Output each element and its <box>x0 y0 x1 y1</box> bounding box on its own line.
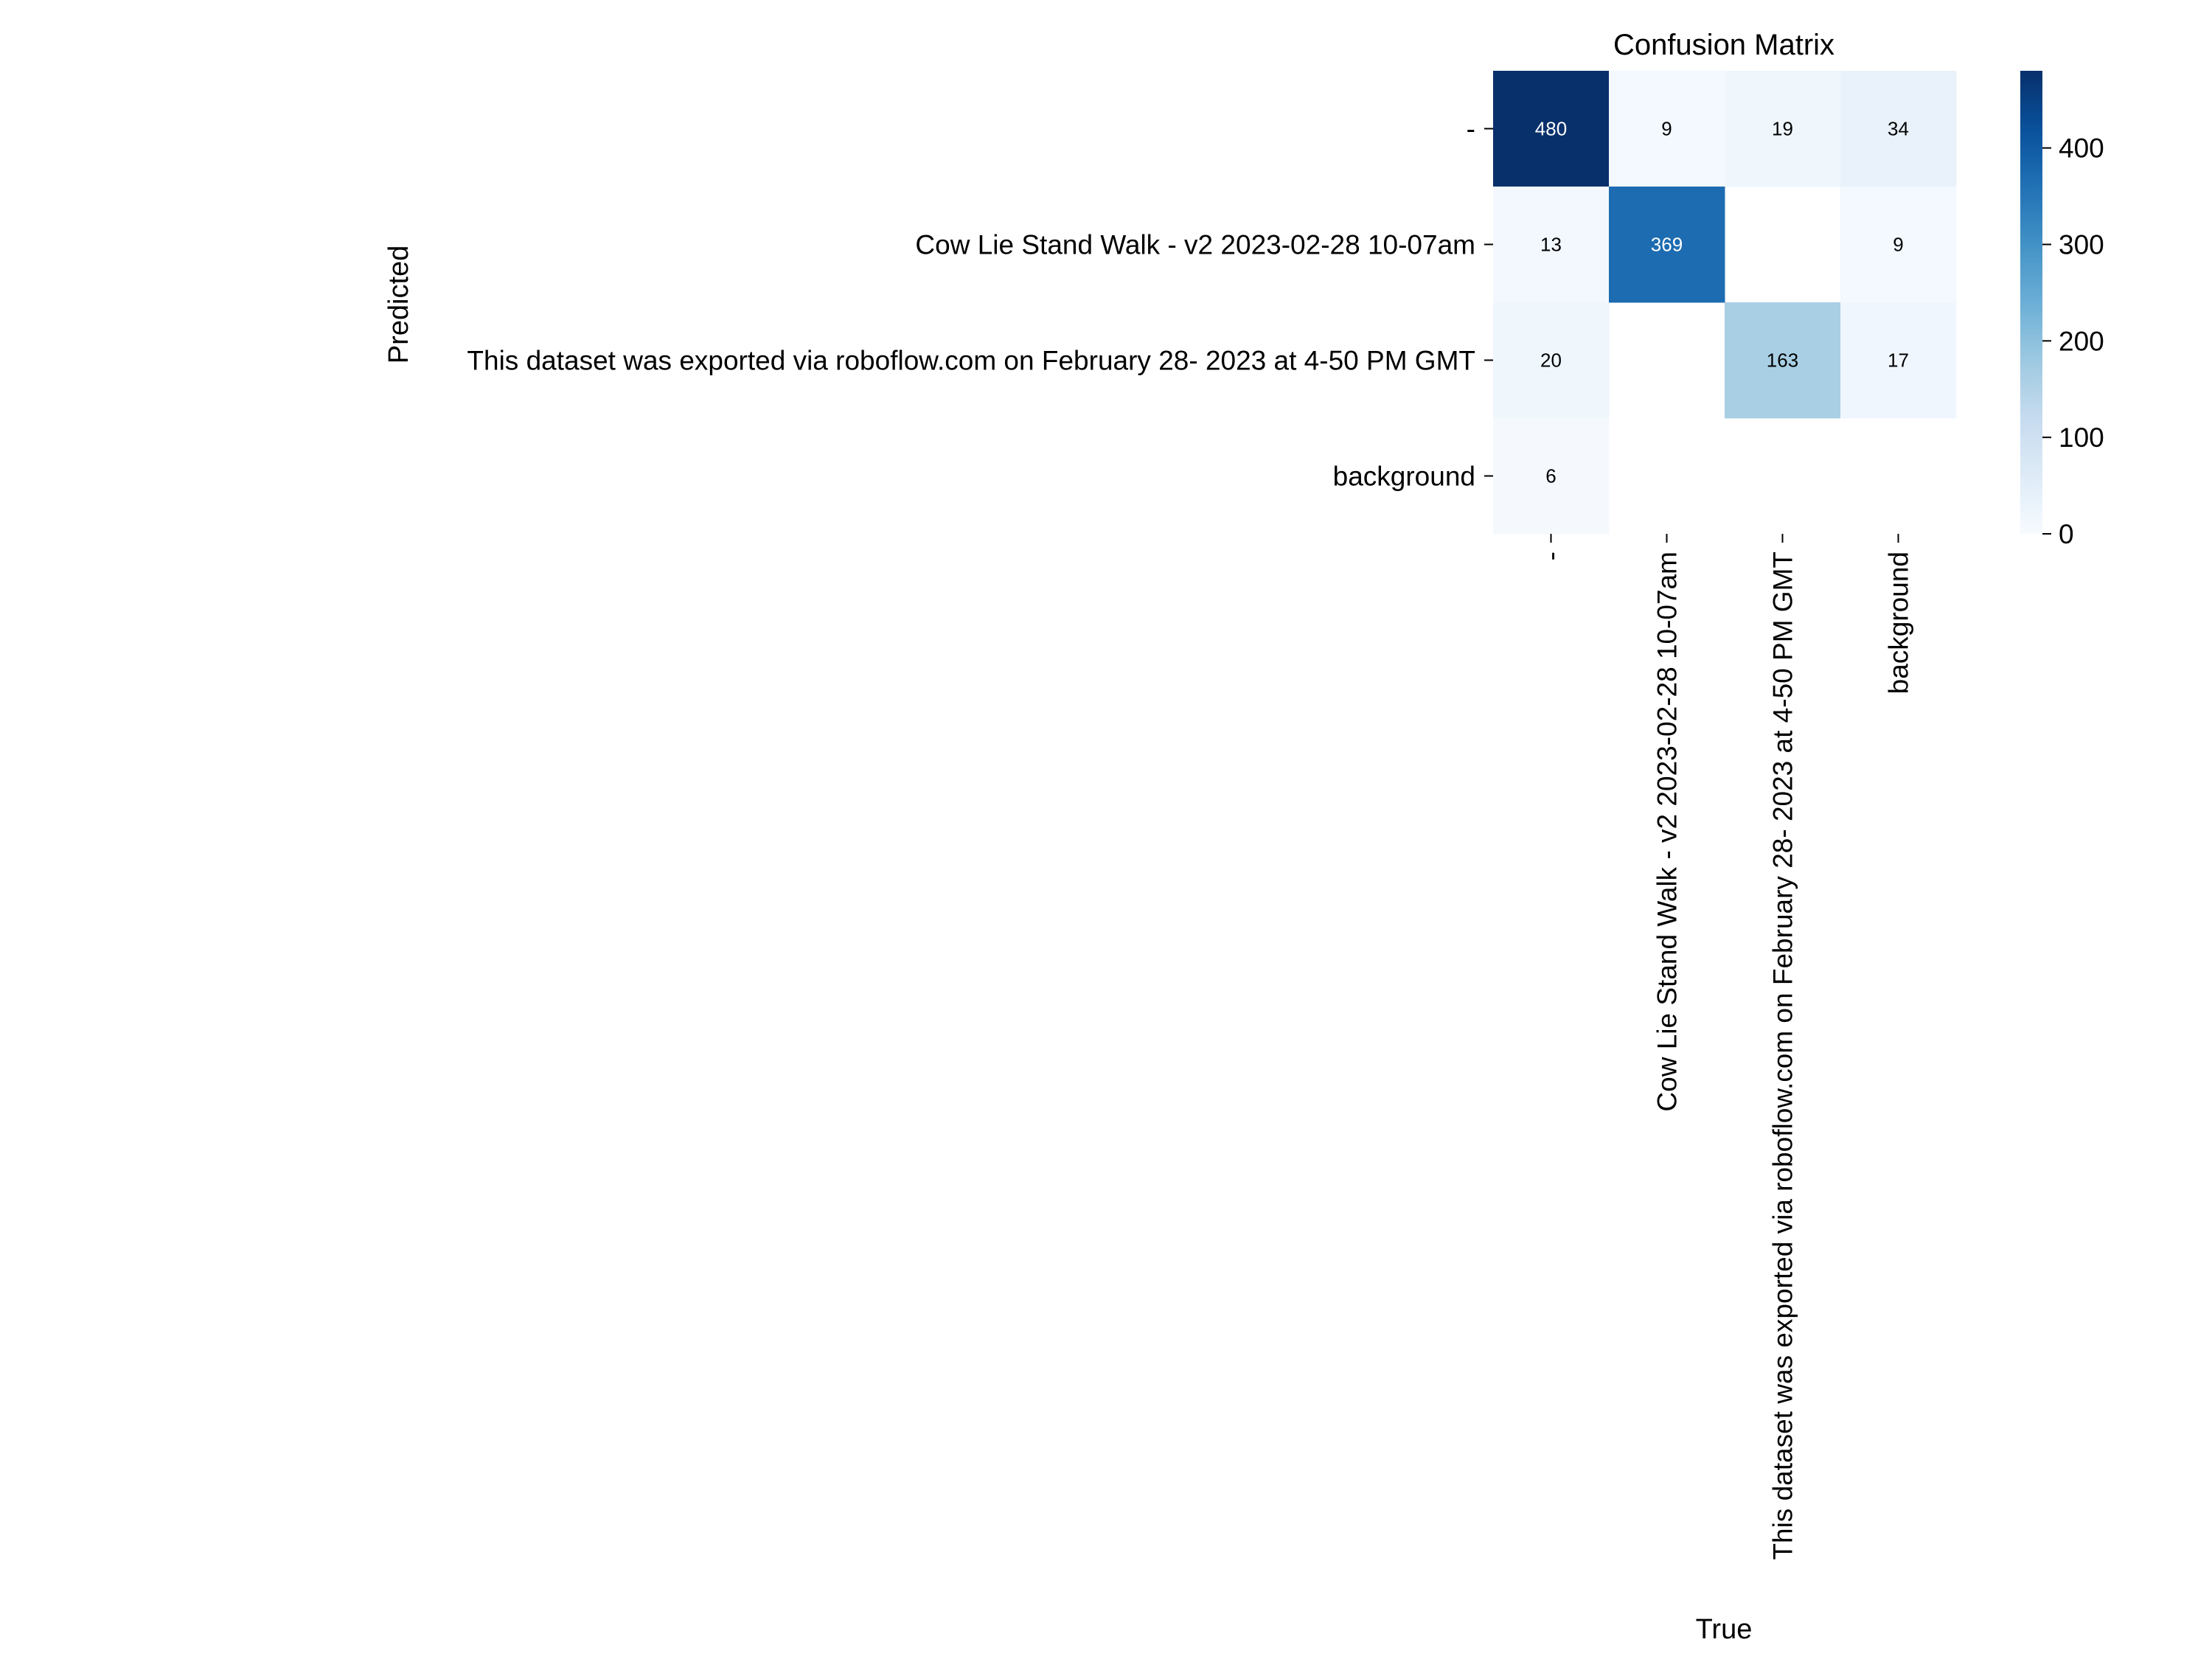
x-tick-label: This dataset was exported via roboflow.c… <box>1768 552 1798 1560</box>
heatmap-cell <box>1493 302 1610 419</box>
y-tick-label: background <box>1333 462 1475 492</box>
cell-value-label: 163 <box>1767 349 1798 372</box>
cell-value-label: 369 <box>1651 234 1683 256</box>
colorbar-tick-label: 400 <box>2059 133 2104 164</box>
cell-value-label: 480 <box>1535 118 1567 140</box>
cell-value-label: 20 <box>1540 349 1562 372</box>
x-tick-label: - <box>1537 552 1567 560</box>
heatmap-cell <box>1609 71 1725 187</box>
cell-value-label: 9 <box>1893 234 1903 256</box>
y-tick-label: - <box>1467 114 1475 145</box>
x-tick-label: Cow Lie Stand Walk - v2 2023-02-28 10-07… <box>1652 552 1683 1112</box>
heatmap-cell <box>1725 71 1841 187</box>
colorbar-tick-label: 300 <box>2059 230 2104 260</box>
colorbar: 0 100 200 300 400 <box>2020 71 2104 549</box>
heatmap-cell <box>1840 187 1957 303</box>
heatmap-cell <box>1493 187 1610 303</box>
heatmap-cell <box>1493 418 1610 535</box>
heatmap-cell <box>1609 187 1725 303</box>
y-tick-label: This dataset was exported via roboflow.c… <box>467 346 1475 376</box>
colorbar-gradient <box>2020 71 2042 534</box>
y-axis-ticks: - Cow Lie Stand Walk - v2 2023-02-28 10-0… <box>467 114 1493 492</box>
cell-value-label: 34 <box>1888 118 1909 140</box>
y-tick-label: Cow Lie Stand Walk - v2 2023-02-28 10-07… <box>915 230 1475 260</box>
cell-value-label: 6 <box>1545 465 1556 487</box>
cell-value-label: 17 <box>1888 349 1909 372</box>
colorbar-tick-label: 200 <box>2059 326 2104 356</box>
y-axis-label: Predicted <box>383 246 414 364</box>
heatmap-cell <box>1840 302 1957 419</box>
heatmap-cell <box>1725 302 1841 419</box>
x-axis-ticks: - Cow Lie Stand Walk - v2 2023-02-28 10-0… <box>1537 534 1914 1560</box>
colorbar-tick-label: 100 <box>2059 422 2104 453</box>
x-tick-label: background <box>1884 552 1914 694</box>
x-axis-label: True <box>1696 1614 1753 1645</box>
heatmap-cell <box>1493 71 1610 187</box>
cell-value-label: 13 <box>1540 234 1562 256</box>
cell-value-label: 9 <box>1661 118 1672 140</box>
heatmap-cells <box>1493 71 1957 535</box>
cell-value-label: 19 <box>1772 118 1793 140</box>
heatmap-cell <box>1840 71 1957 187</box>
colorbar-tick-label: 0 <box>2059 519 2074 549</box>
heatmap-cell-labels: 480 9 19 34 13 369 9 20 163 17 6 <box>1535 118 1909 487</box>
chart-title: Confusion Matrix <box>1613 29 1834 61</box>
